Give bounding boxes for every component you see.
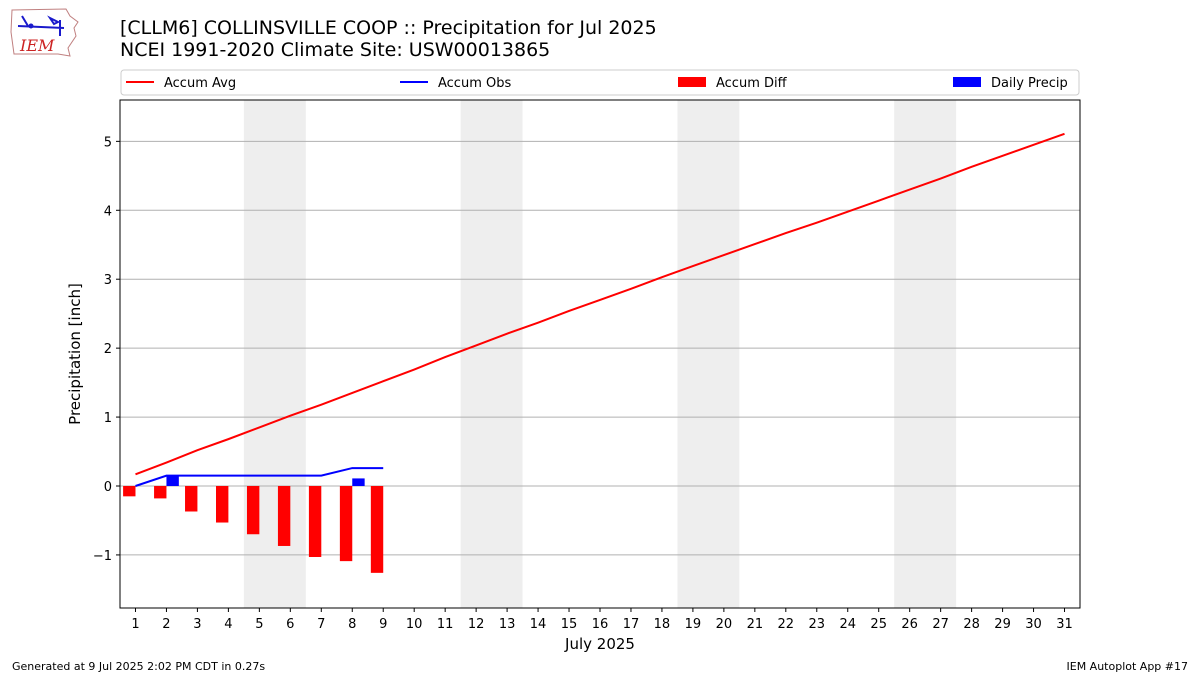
x-tick-label: 5 bbox=[255, 617, 263, 632]
y-tick-label: −1 bbox=[93, 549, 112, 564]
x-tick-label: 12 bbox=[468, 617, 485, 632]
x-tick-label: 9 bbox=[379, 617, 387, 632]
legend-daily-precip-label: Daily Precip bbox=[991, 76, 1068, 91]
x-tick-label: 15 bbox=[561, 617, 578, 632]
x-tick-label: 24 bbox=[839, 617, 856, 632]
accum-diff-bar bbox=[154, 485, 167, 499]
grid-lines bbox=[120, 140, 1080, 556]
x-axis-label: July 2025 bbox=[564, 635, 635, 653]
accum-diff-bar bbox=[123, 485, 136, 497]
x-tick-label: 29 bbox=[994, 617, 1011, 632]
x-tick-label: 4 bbox=[224, 617, 232, 632]
x-tick-label: 6 bbox=[286, 617, 294, 632]
generated-timestamp: Generated at 9 Jul 2025 2:02 PM CDT in 0… bbox=[12, 660, 266, 673]
y-tick-label: 5 bbox=[104, 135, 112, 150]
x-tick-label: 14 bbox=[530, 617, 547, 632]
legend-accum-obs-label: Accum Obs bbox=[438, 76, 511, 91]
legend-box bbox=[120, 69, 1080, 96]
x-tick-label: 8 bbox=[348, 617, 356, 632]
legend-daily-precip-swatch bbox=[953, 77, 981, 87]
chart-subtitle: NCEI 1991-2020 Climate Site: USW00013865 bbox=[120, 39, 551, 61]
x-tick-label: 19 bbox=[685, 617, 702, 632]
legend-accum-diff-swatch bbox=[678, 77, 706, 87]
accum-diff-bar bbox=[246, 485, 260, 535]
y-tick-label: 0 bbox=[104, 480, 112, 495]
x-tick-label: 16 bbox=[592, 617, 609, 632]
x-tick-label: 1 bbox=[131, 617, 139, 632]
y-tick-label: 1 bbox=[104, 411, 112, 426]
bar-marks bbox=[123, 475, 384, 573]
x-tick-label: 2 bbox=[162, 617, 170, 632]
chart-title: [CLLM6] COLLINSVILLE COOP :: Precipitati… bbox=[120, 17, 657, 39]
y-tick-label: 4 bbox=[104, 204, 112, 219]
accum-obs-line bbox=[135, 467, 384, 487]
x-tick-label: 10 bbox=[406, 617, 423, 632]
x-tick-label: 20 bbox=[716, 617, 733, 632]
legend-accum-avg-label: Accum Avg bbox=[164, 76, 236, 91]
logo-text: IEM bbox=[19, 36, 55, 55]
x-tick-label: 21 bbox=[747, 617, 764, 632]
x-tick-label: 3 bbox=[193, 617, 201, 632]
y-tick-label: 3 bbox=[104, 273, 112, 288]
app-label: IEM Autoplot App #17 bbox=[1066, 660, 1189, 673]
accum-diff-bar bbox=[308, 485, 322, 557]
accum-avg-line bbox=[135, 132, 1065, 476]
chart-title-block: [CLLM6] COLLINSVILLE COOP :: Precipitati… bbox=[120, 17, 657, 61]
x-tick-label: 17 bbox=[623, 617, 640, 632]
iem-logo: IEM bbox=[10, 8, 79, 57]
accum-diff-bar bbox=[277, 485, 291, 546]
legend-accum-diff-label: Accum Diff bbox=[716, 76, 788, 91]
x-tick-label: 11 bbox=[437, 617, 454, 632]
x-tick-label: 7 bbox=[317, 617, 325, 632]
x-tick-label: 26 bbox=[901, 617, 918, 632]
y-axis-ticks: −1 0 1 2 3 4 5 bbox=[93, 135, 120, 564]
y-tick-label: 2 bbox=[104, 342, 112, 357]
x-tick-label: 30 bbox=[1025, 617, 1042, 632]
accum-diff-bar bbox=[185, 485, 198, 512]
iowa-state-outline bbox=[10, 8, 79, 57]
daily-precip-bar bbox=[166, 475, 179, 486]
x-tick-label: 28 bbox=[963, 617, 980, 632]
x-tick-label: 13 bbox=[499, 617, 516, 632]
daily-precip-bar bbox=[352, 478, 365, 486]
weather-station-icon bbox=[17, 15, 65, 36]
x-tick-label: 18 bbox=[654, 617, 671, 632]
x-tick-label: 25 bbox=[870, 617, 887, 632]
x-tick-label: 22 bbox=[778, 617, 795, 632]
weekend-band-1 bbox=[460, 100, 523, 608]
weekend-bands bbox=[243, 100, 957, 608]
accum-diff-bar bbox=[339, 485, 353, 562]
x-tick-label: 31 bbox=[1056, 617, 1073, 632]
station-dot-icon bbox=[28, 23, 34, 29]
accum-diff-bar bbox=[216, 485, 229, 523]
chart-legend: Accum Avg Accum Obs Accum Diff Daily Precip bbox=[120, 69, 1080, 96]
weekend-band-2 bbox=[677, 100, 740, 608]
x-tick-label: 27 bbox=[932, 617, 949, 632]
line-marks bbox=[135, 132, 1065, 487]
x-axis-ticks: 1 2 3 4 5 6 7 8 9 10 11 12 13 14 15 16 17 18 19 20 21 22 23 24 2… bbox=[131, 608, 1073, 632]
x-tick-label: 23 bbox=[809, 617, 826, 632]
accum-diff-bar bbox=[370, 485, 384, 573]
y-axis-label: Precipitation [inch] bbox=[66, 283, 84, 425]
